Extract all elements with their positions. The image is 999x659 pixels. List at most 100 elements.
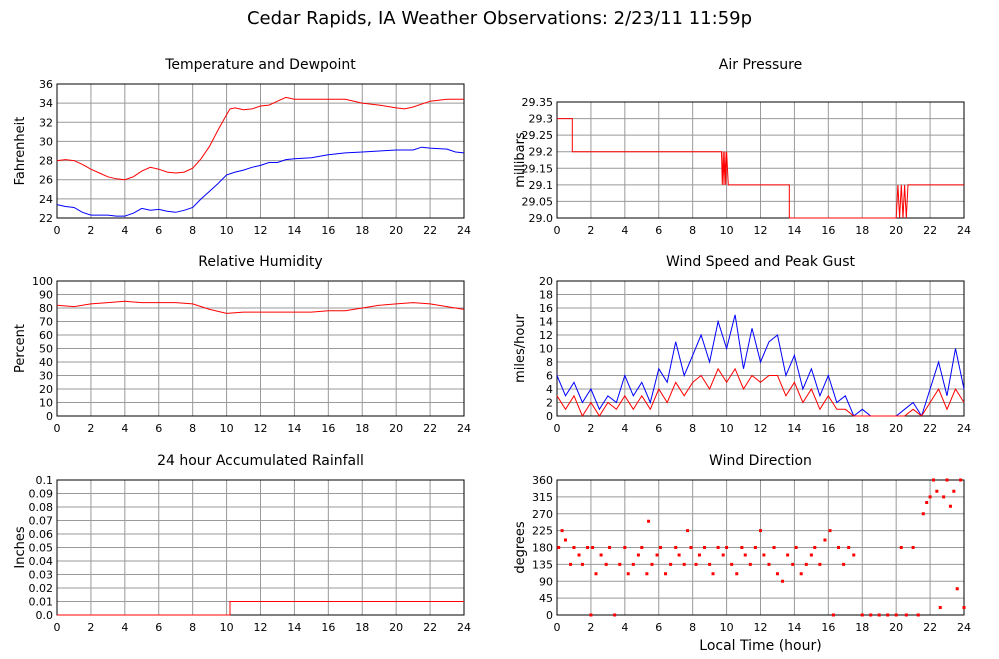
x-tick-label: 6 <box>655 621 662 634</box>
x-tick-label: 0 <box>54 422 61 435</box>
data-point <box>886 613 890 617</box>
y-tick-label: 0.08 <box>29 501 54 514</box>
data-point <box>959 478 963 482</box>
x-tick-label: 0 <box>54 224 61 237</box>
data-point <box>560 529 564 533</box>
data-point <box>591 546 595 549</box>
data-point <box>703 546 707 549</box>
x-tick-label: 20 <box>889 224 903 237</box>
y-tick-label: 90 <box>39 289 53 302</box>
data-point <box>813 546 817 549</box>
x-tick-label: 8 <box>189 621 196 634</box>
y-tick-label: 0 <box>46 410 53 423</box>
data-point <box>682 562 686 566</box>
temp-chart: 0 2 4 6 8 10 12 14 16 18 20 22 242224262830323436Tem… <box>13 57 471 237</box>
x-tick-label: 2 <box>587 422 594 435</box>
data-point <box>599 553 603 557</box>
y-tick-label: 360 <box>532 474 553 487</box>
data-point <box>664 572 668 576</box>
data-point <box>636 553 640 557</box>
x-axis-label: Local Time (hour) <box>699 638 821 654</box>
y-tick-label: 0 <box>546 410 553 423</box>
y-tick-label: 0.02 <box>29 582 54 595</box>
x-tick-label: 16 <box>321 224 335 237</box>
y-tick-label: 135 <box>532 558 553 571</box>
x-tick-label: 24 <box>957 224 971 237</box>
data-point <box>674 546 678 549</box>
y-tick-label: 0.01 <box>29 596 54 609</box>
data-point <box>626 572 630 576</box>
x-tick-label: 20 <box>389 621 403 634</box>
y-tick-label: 29.0 <box>529 212 554 225</box>
y-axis-label: Percent <box>13 324 28 373</box>
data-point <box>589 613 593 617</box>
y-tick-label: 29.3 <box>529 113 554 126</box>
x-tick-label: 6 <box>155 224 162 237</box>
x-tick-label: 4 <box>621 224 628 237</box>
x-tick-label: 22 <box>923 224 937 237</box>
y-tick-label: 12 <box>539 329 553 342</box>
y-axis-label: millibars <box>513 132 528 188</box>
y-axis-label: degrees <box>513 521 528 574</box>
data-point <box>677 553 681 557</box>
x-tick-label: 14 <box>287 621 301 634</box>
y-tick-label: 180 <box>532 542 553 555</box>
plot-frame <box>556 101 965 219</box>
data-point <box>962 606 966 609</box>
y-tick-label: 315 <box>532 491 553 504</box>
data-point <box>697 553 701 557</box>
plot-frame <box>556 280 965 417</box>
data-point <box>786 553 790 557</box>
x-tick-label: 14 <box>287 422 301 435</box>
x-tick-label: 0 <box>554 422 561 435</box>
x-tick-label: 22 <box>923 621 937 634</box>
data-point <box>804 562 808 566</box>
data-point <box>716 546 720 549</box>
y-tick-label: 29.2 <box>529 146 554 159</box>
x-tick-label: 10 <box>220 621 234 634</box>
data-point <box>925 501 929 504</box>
y-tick-label: 40 <box>39 356 53 369</box>
x-tick-label: 20 <box>889 621 903 634</box>
y-tick-label: 29.15 <box>522 162 554 175</box>
y-tick-label: 0.07 <box>29 515 54 528</box>
x-tick-label: 12 <box>754 621 768 634</box>
data-point <box>686 529 690 533</box>
data-point <box>955 587 959 591</box>
y-tick-label: 4 <box>546 383 553 396</box>
data-point <box>711 572 715 576</box>
x-tick-label: 18 <box>355 422 369 435</box>
y-tick-label: 100 <box>32 275 53 288</box>
data-point <box>608 546 612 549</box>
chart-title: Temperature and Dewpoint <box>164 57 356 73</box>
x-tick-label: 22 <box>423 422 437 435</box>
x-tick-label: 16 <box>821 224 835 237</box>
x-tick-label: 18 <box>855 224 869 237</box>
data-point <box>640 546 644 549</box>
x-tick-label: 20 <box>889 422 903 435</box>
data-point <box>647 519 651 523</box>
data-point <box>948 504 952 508</box>
data-point <box>694 562 698 566</box>
y-tick-label: 29.1 <box>529 179 554 192</box>
x-tick-label: 14 <box>287 224 301 237</box>
page-title: Cedar Rapids, IA Weather Observations: 2… <box>246 8 753 29</box>
x-tick-label: 12 <box>254 422 268 435</box>
x-tick-label: 10 <box>720 224 734 237</box>
data-point <box>809 553 813 557</box>
data-point <box>740 546 744 549</box>
data-point <box>860 613 864 617</box>
y-tick-label: 22 <box>39 212 53 225</box>
x-tick-label: 4 <box>621 422 628 435</box>
x-tick-label: 12 <box>254 621 268 634</box>
y-tick-label: 0 <box>546 609 553 622</box>
x-tick-label: 12 <box>754 422 768 435</box>
y-tick-label: 90 <box>539 575 553 588</box>
y-tick-label: 0.1 <box>36 474 54 487</box>
x-tick-label: 22 <box>923 422 937 435</box>
data-point <box>945 478 949 482</box>
data-point <box>799 572 803 576</box>
data-point <box>759 529 762 533</box>
x-tick-label: 2 <box>587 224 594 237</box>
